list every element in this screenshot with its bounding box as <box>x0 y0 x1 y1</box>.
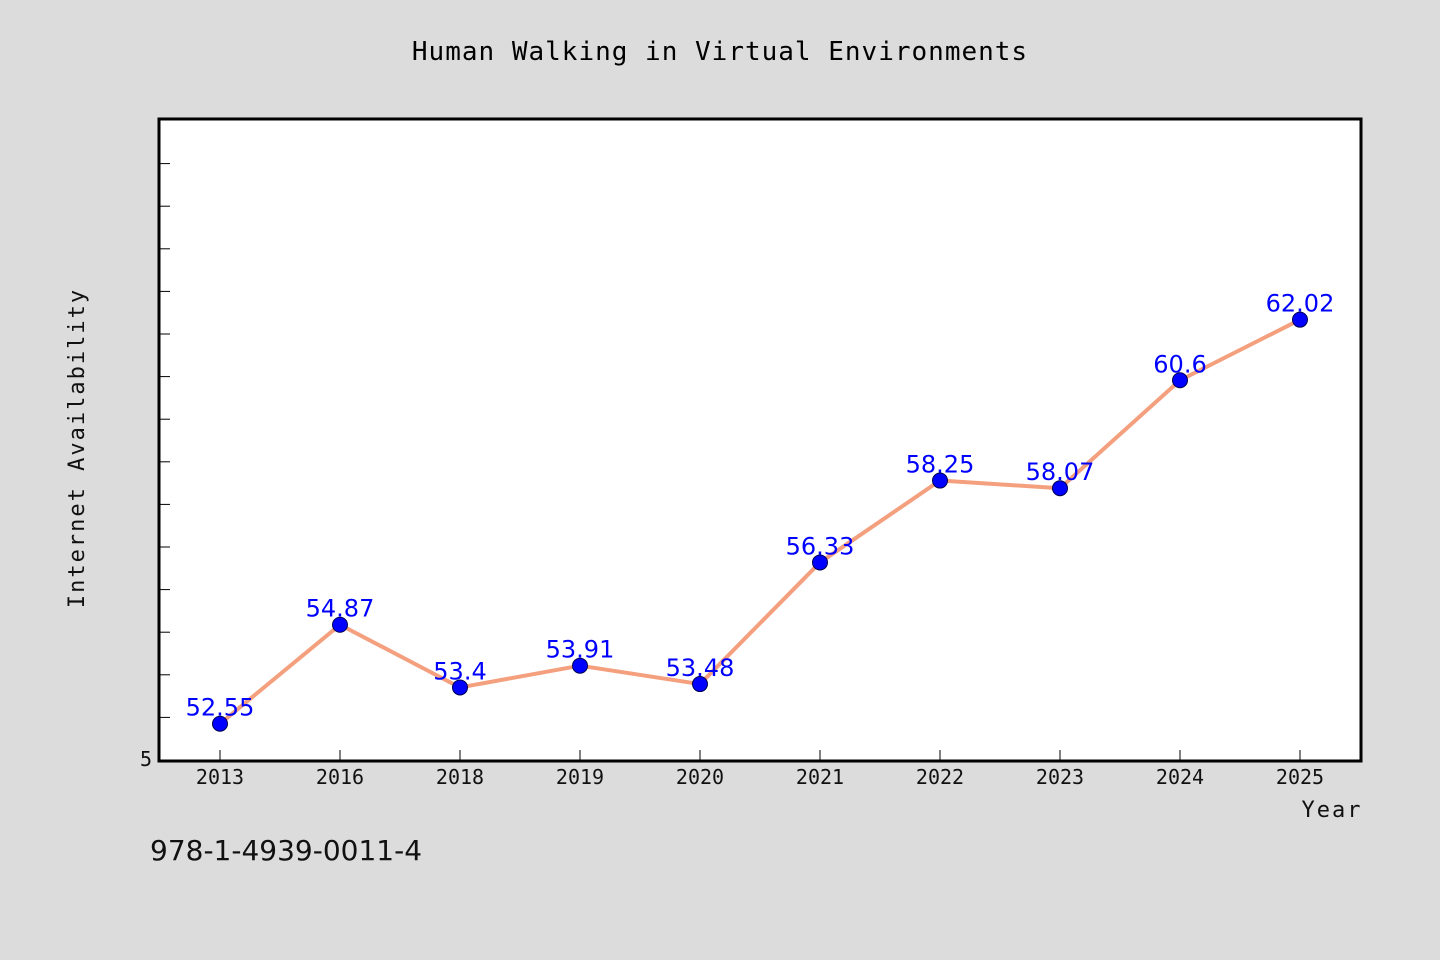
x-tick-label: 2024 <box>1156 765 1204 789</box>
x-tick-label: 2016 <box>316 765 364 789</box>
data-label: 53.48 <box>666 654 735 682</box>
x-tick-label: 2020 <box>676 765 724 789</box>
x-axis-label: Year <box>1302 798 1363 823</box>
data-labels: 52.55 54.87 53.4 53.91 53.48 56.33 58.25 58.07 6… <box>186 290 1335 722</box>
data-point <box>932 472 948 489</box>
isbn-text: 978-1-4939-0011-4 <box>150 834 423 867</box>
x-tick-label: 2023 <box>1036 765 1084 789</box>
x-tick-label: 2019 <box>556 765 604 789</box>
data-label: 52.55 <box>186 694 255 722</box>
data-label: 56.33 <box>786 532 855 560</box>
series-layer <box>212 311 1308 732</box>
y-axis: 5 <box>140 163 170 771</box>
data-point <box>452 679 468 696</box>
data-point <box>212 715 228 732</box>
chart-title: Human Walking in Virtual Environments <box>412 37 1028 67</box>
data-label: 54.87 <box>306 595 375 623</box>
x-tick-label: 2022 <box>916 765 964 789</box>
data-label: 58.25 <box>906 451 975 479</box>
data-point <box>572 657 588 674</box>
data-point <box>1052 480 1068 497</box>
data-label: 53.91 <box>546 636 615 664</box>
x-tick-label: 2018 <box>436 765 484 789</box>
data-point <box>1172 372 1188 389</box>
x-axis: 2013 2016 2018 2019 2020 2021 2022 2023 2024 2025 <box>196 750 1324 789</box>
data-point <box>332 616 348 633</box>
x-tick-label: 2013 <box>196 765 244 789</box>
data-label: 60.6 <box>1153 350 1206 378</box>
data-point <box>1292 311 1308 328</box>
data-point <box>812 554 828 571</box>
series-line <box>218 317 1301 726</box>
data-point <box>692 676 708 693</box>
data-label: 53.4 <box>433 657 486 685</box>
x-tick-label: 2021 <box>796 765 844 789</box>
y-tick-label: 5 <box>140 747 152 771</box>
x-tick-label: 2025 <box>1276 765 1324 789</box>
plot-area <box>157 117 1363 763</box>
data-label: 58.07 <box>1026 458 1095 486</box>
data-label: 62.02 <box>1266 290 1335 318</box>
y-axis-label: Internet Availability <box>65 288 90 608</box>
